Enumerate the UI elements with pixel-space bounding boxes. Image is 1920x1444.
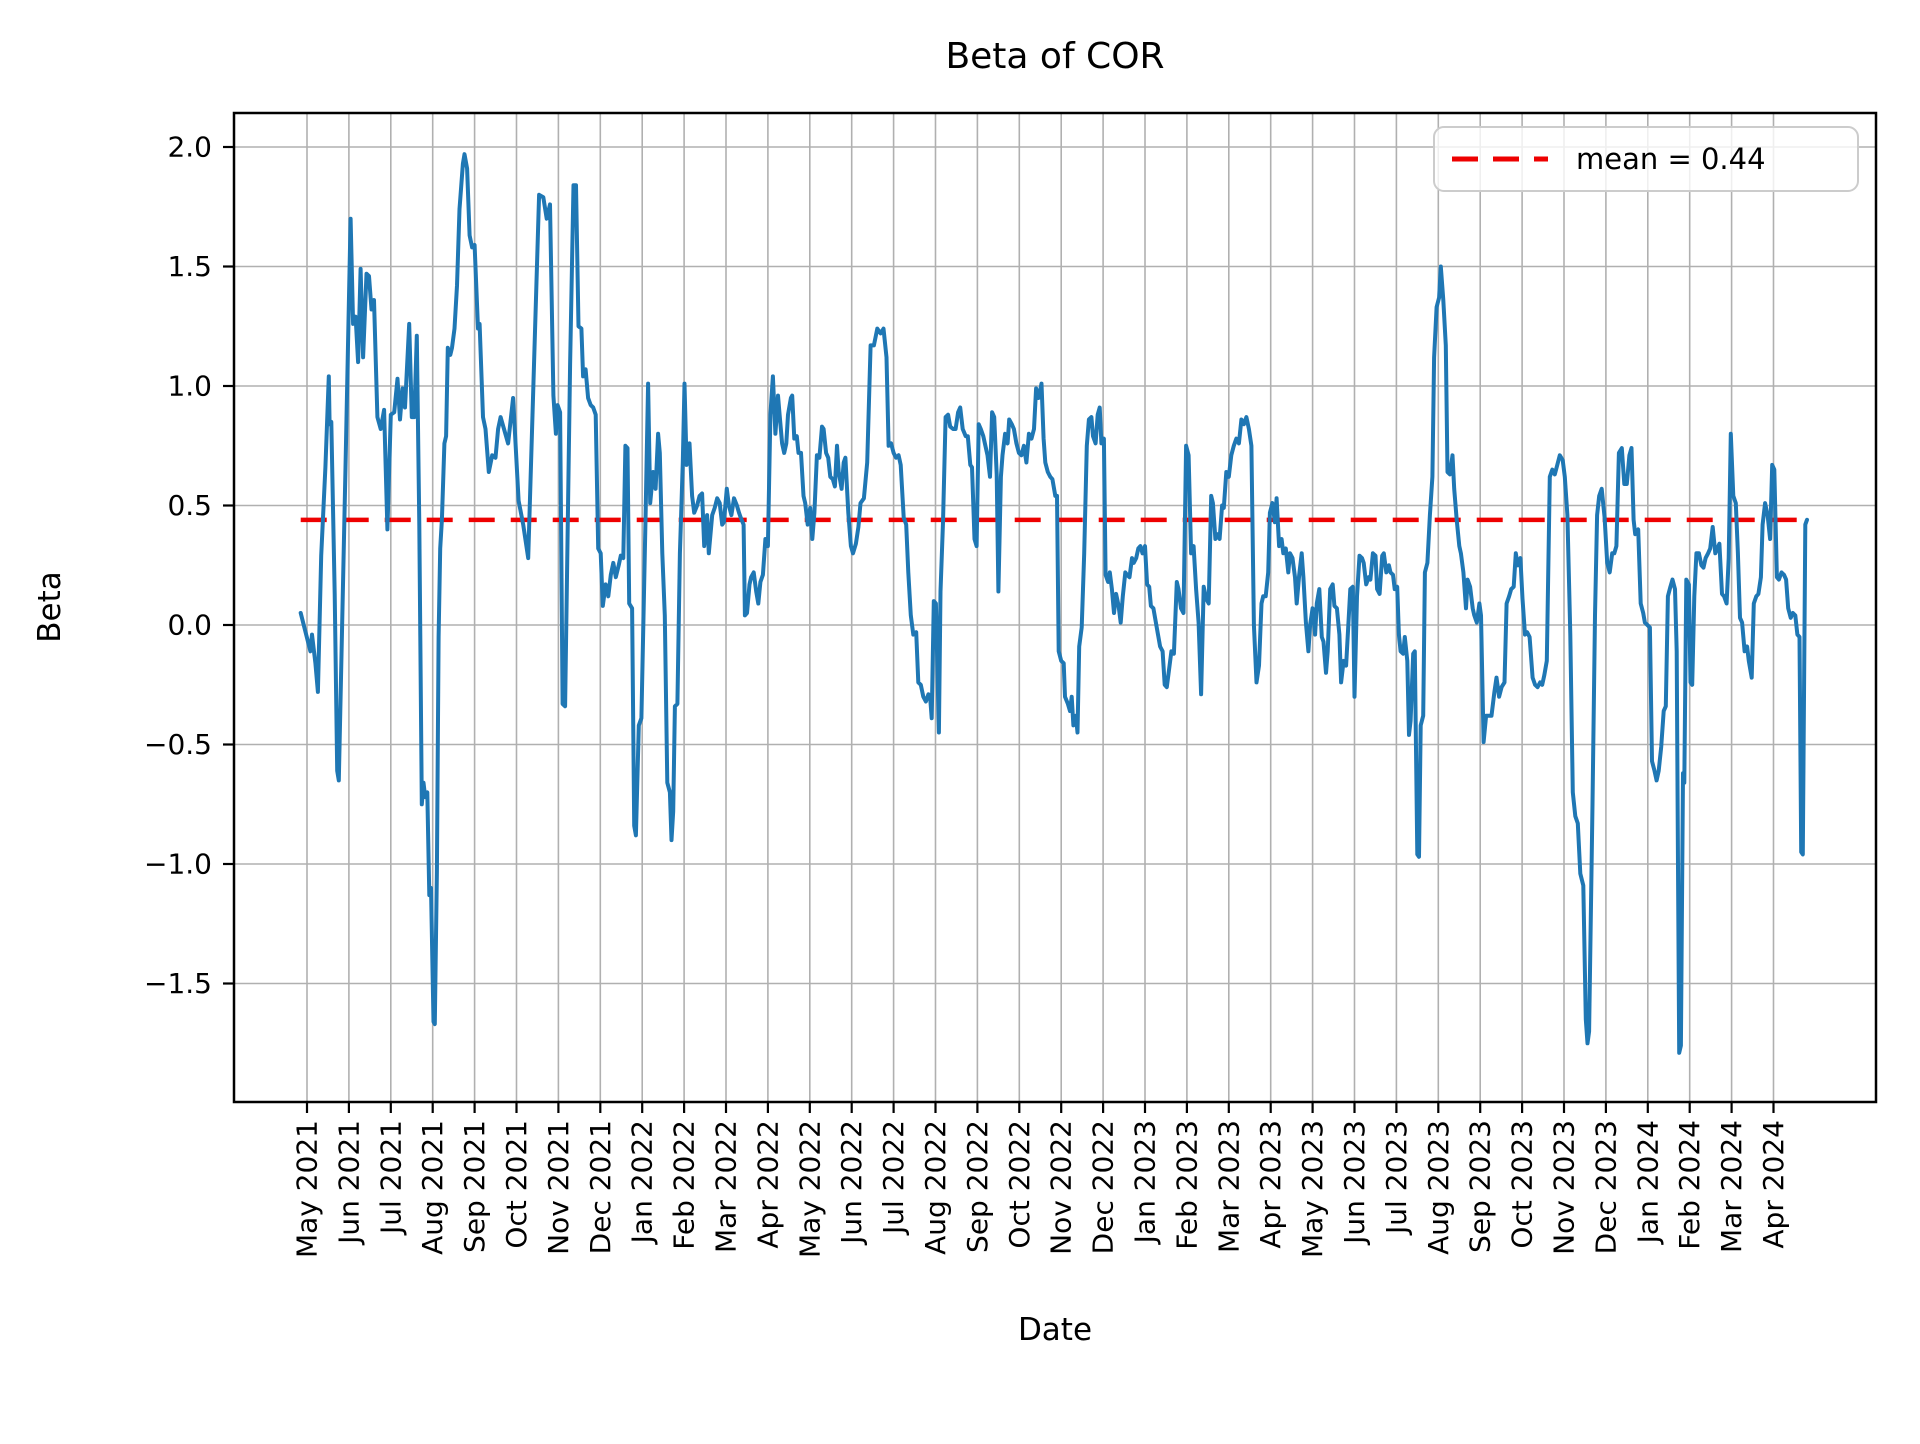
x-tick-label: Oct 2023	[1506, 1120, 1539, 1249]
chart-title: Beta of COR	[945, 36, 1164, 77]
y-tick-label: −1.5	[144, 967, 212, 1000]
x-tick-label: Sep 2023	[1464, 1120, 1497, 1253]
x-tick-label: Aug 2023	[1422, 1120, 1455, 1255]
y-tick-label: 1.5	[167, 250, 212, 283]
x-tick-label: Dec 2021	[584, 1120, 617, 1254]
x-tick-label: Feb 2023	[1170, 1120, 1203, 1250]
x-tick-label: Jun 2022	[835, 1120, 868, 1246]
x-tick-label: Sep 2021	[458, 1120, 491, 1253]
plot-frame	[232, 111, 1878, 1104]
x-tick-label: Nov 2023	[1548, 1120, 1581, 1255]
x-tick-label: May 2023	[1296, 1120, 1329, 1258]
plot-lines	[298, 152, 1809, 1055]
x-tick-label: Mar 2023	[1212, 1120, 1245, 1253]
x-tick-label: Apr 2023	[1254, 1120, 1287, 1249]
x-tick-label: Jul 2022	[877, 1120, 910, 1236]
x-tick-label: Nov 2022	[1045, 1120, 1078, 1255]
x-tick-label: Dec 2022	[1087, 1120, 1120, 1254]
x-tick-label: Feb 2022	[668, 1120, 701, 1250]
x-tick-label: Oct 2022	[1003, 1120, 1036, 1249]
x-tick-label: Aug 2021	[416, 1120, 449, 1255]
x-tick-label: Jul 2023	[1380, 1120, 1413, 1236]
y-tick-label: 2.0	[167, 131, 212, 164]
y-tick-label: 0.0	[167, 609, 212, 642]
x-tick-label: May 2021	[291, 1120, 324, 1258]
y-axis-label: Beta	[32, 571, 68, 643]
x-tick-label: Jan 2023	[1129, 1120, 1162, 1245]
legend-label: mean = 0.44	[1576, 142, 1766, 176]
grid	[234, 113, 1876, 1102]
x-axis-label: Date	[1018, 1312, 1092, 1348]
x-tick-label: Jan 2022	[626, 1120, 659, 1245]
x-tick-label: Apr 2022	[751, 1120, 784, 1249]
x-tick-label: Jul 2021	[374, 1120, 407, 1236]
x-tick-label: May 2022	[793, 1120, 826, 1258]
x-tick-label: Dec 2023	[1589, 1120, 1622, 1254]
x-tick-label: Aug 2022	[919, 1120, 952, 1255]
x-tick-label: Sep 2022	[961, 1120, 994, 1253]
x-tick-label: Jun 2023	[1338, 1120, 1371, 1246]
legend-box	[1433, 126, 1859, 192]
y-tick-label: 1.0	[167, 370, 212, 403]
legend: mean = 0.44	[1433, 126, 1859, 192]
x-tick-label: Mar 2024	[1715, 1120, 1748, 1253]
y-tick-label: −0.5	[144, 728, 212, 761]
x-tick-label: Oct 2021	[500, 1120, 533, 1249]
y-tick-label: 0.5	[167, 489, 212, 522]
y-tick-label: −1.0	[144, 848, 212, 881]
x-tick-label: Jan 2024	[1631, 1120, 1664, 1245]
x-tick-label: Apr 2024	[1757, 1120, 1790, 1249]
beta-series-line	[298, 152, 1809, 1055]
x-tick-label: Feb 2024	[1673, 1120, 1706, 1250]
x-tick-label: Nov 2021	[542, 1120, 575, 1255]
x-tick-label: Jun 2021	[332, 1120, 365, 1246]
x-tick-label: Mar 2022	[710, 1120, 743, 1253]
axis-ticks	[223, 145, 1775, 1113]
